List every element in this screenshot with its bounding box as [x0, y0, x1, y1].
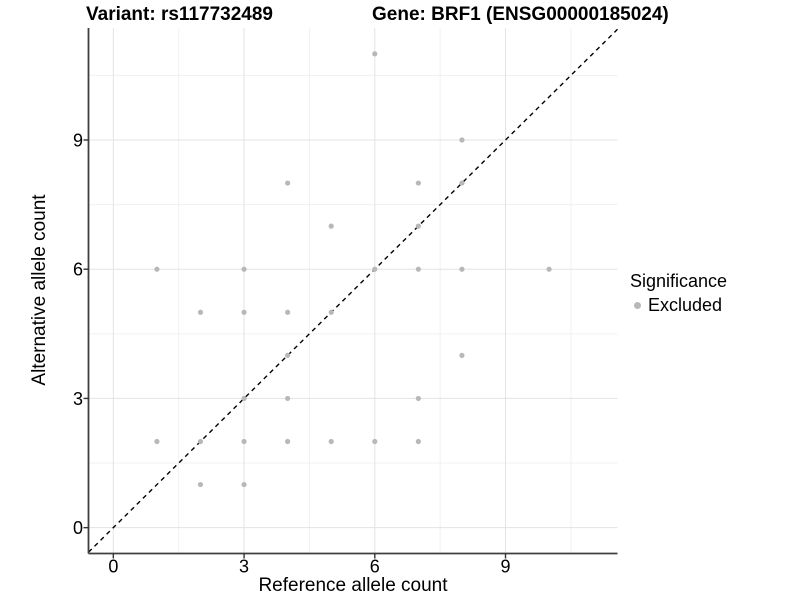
- y-tick-label: 3: [73, 389, 83, 409]
- legend: Significance Excluded: [630, 271, 727, 316]
- data-point: [285, 395, 291, 402]
- y-axis-title: Alternative allele count: [29, 194, 50, 386]
- data-point: [372, 438, 378, 445]
- data-point: [197, 438, 204, 445]
- legend-item-excluded: Excluded: [630, 295, 727, 316]
- data-point: [241, 395, 247, 402]
- data-point: [415, 438, 421, 445]
- identity-line: [88, 28, 618, 553]
- data-point: [459, 352, 465, 358]
- legend-point-icon: [634, 302, 641, 309]
- data-point: [372, 51, 378, 57]
- data-point: [154, 266, 160, 272]
- y-tick-label: 9: [73, 130, 83, 150]
- data-point: [546, 266, 552, 272]
- data-point: [328, 309, 334, 315]
- x-tick-label: 9: [501, 557, 511, 577]
- x-tick-label: 6: [370, 557, 380, 577]
- legend-item-label: Excluded: [648, 295, 723, 315]
- data-point: [459, 137, 465, 143]
- data-point: [328, 438, 334, 445]
- data-point: [415, 266, 421, 272]
- data-point: [285, 352, 291, 358]
- data-point: [197, 309, 204, 315]
- data-point: [285, 309, 291, 315]
- data-point: [459, 266, 465, 272]
- plot-title-variant: Variant: rs117732489: [86, 4, 273, 25]
- data-point: [241, 481, 247, 488]
- plot-title-gene: Gene: BRF1 (ENSG00000185024): [372, 4, 669, 25]
- data-point: [285, 438, 291, 445]
- y-tick-label: 0: [73, 518, 83, 538]
- data-point: [154, 438, 160, 445]
- x-tick-label: 3: [239, 557, 249, 577]
- x-tick-label: 0: [108, 557, 118, 577]
- data-point: [372, 266, 378, 272]
- data-point: [415, 223, 421, 229]
- y-tick-label: 6: [73, 260, 83, 280]
- x-axis-title: Reference allele count: [258, 575, 448, 596]
- data-point: [415, 180, 421, 186]
- data-point: [285, 180, 291, 186]
- data-point: [241, 266, 247, 272]
- data-point: [328, 223, 334, 229]
- data-point: [241, 438, 247, 445]
- data-point: [459, 180, 465, 186]
- data-point: [197, 481, 204, 488]
- data-point: [241, 309, 247, 315]
- legend-title: Significance: [630, 271, 728, 291]
- data-point: [415, 395, 421, 402]
